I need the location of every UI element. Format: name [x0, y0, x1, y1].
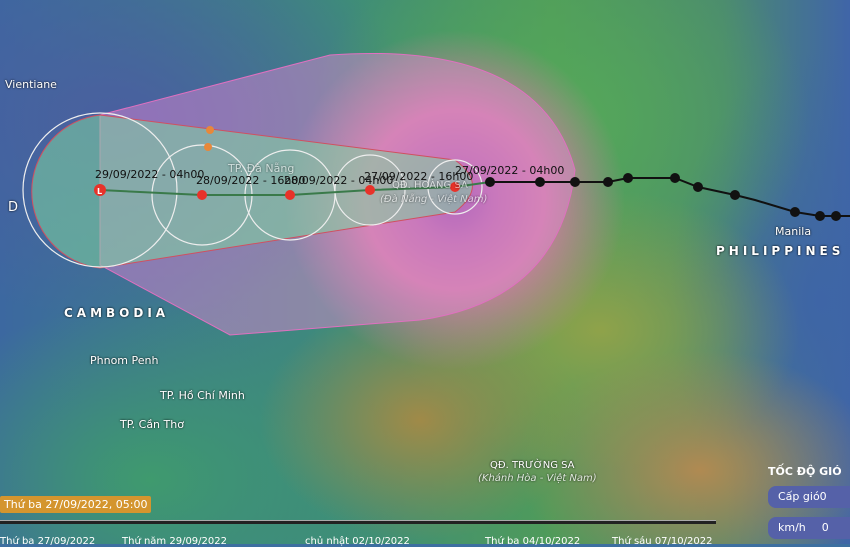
- timeline-label[interactable]: Thứ ba 04/10/2022: [485, 536, 581, 547]
- storm-icon: [450, 182, 460, 192]
- low-pressure-icon: [94, 184, 106, 196]
- forecast-time-label: 29/09/2022 - 04h00: [95, 168, 205, 181]
- wind-speed-value: 0: [821, 521, 829, 534]
- label-manila: Manila: [775, 225, 812, 238]
- forecast-track: [99, 181, 491, 196]
- label-truong-sa: QĐ. TRƯỜNG SA: [490, 460, 575, 471]
- wind-level-label: Cấp gió: [778, 490, 820, 503]
- low-pressure-letter: L: [97, 187, 102, 196]
- wind-speed-button[interactable]: km/h 0: [768, 517, 850, 539]
- legend-title: TỐC ĐỘ GIÓ: [768, 465, 842, 478]
- label-cambodia: CAMBODIA: [64, 306, 170, 320]
- forecast-time-label: 27/09/2022 - 16h00: [364, 170, 474, 183]
- label-hoang-sa: QĐ. HOÀNG SA: [392, 180, 468, 191]
- label-vientiane: Vientiane: [5, 78, 57, 91]
- label-philippines: PHILIPPINES: [716, 244, 845, 258]
- wind-unit-label: km/h: [778, 521, 806, 534]
- forecast-time-label: 28/09/2022 - 16h00: [196, 174, 306, 187]
- timeline-label[interactable]: Thứ năm 29/09/2022: [122, 536, 227, 547]
- label-can-tho: TP. Cần Thơ: [120, 418, 184, 431]
- timeline-label[interactable]: Thứ sáu 07/10/2022: [612, 536, 713, 547]
- label-truong-sa-sub: (Khánh Hòa - Việt Nam): [478, 473, 597, 484]
- current-time-badge: Thứ ba 27/09/2022, 05:00: [0, 496, 152, 513]
- label-hoang-sa-sub: (Đà Nẵng - Việt Nam): [380, 194, 488, 205]
- timeline-label[interactable]: chủ nhật 02/10/2022: [305, 536, 410, 547]
- storm-icon: [285, 190, 295, 200]
- marker-icon: [204, 143, 212, 151]
- storm-icon: [365, 185, 375, 195]
- storm-icons[interactable]: [94, 182, 460, 200]
- wind-level-value: 0: [819, 490, 827, 503]
- forecast-time-label: 27/09/2022 - 04h00: [455, 164, 565, 177]
- label-da-nang: TP. Đà Nẵng: [228, 162, 295, 175]
- forecast-time-label: 28/09/2022 - 04h00: [284, 174, 394, 187]
- label-phnom-penh: Phnom Penh: [90, 354, 159, 367]
- timeline-label[interactable]: Thứ ba 27/09/2022: [0, 536, 96, 547]
- wind-level-button[interactable]: Cấp gió0: [768, 486, 850, 508]
- past-track-points: [485, 173, 841, 221]
- label-left-edge: D: [8, 200, 19, 215]
- timeline-slider[interactable]: [0, 520, 716, 524]
- label-ho-chi-minh: TP. Hồ Chí Minh: [160, 389, 245, 402]
- marker-icon: [206, 126, 214, 134]
- storm-icon: [197, 190, 207, 200]
